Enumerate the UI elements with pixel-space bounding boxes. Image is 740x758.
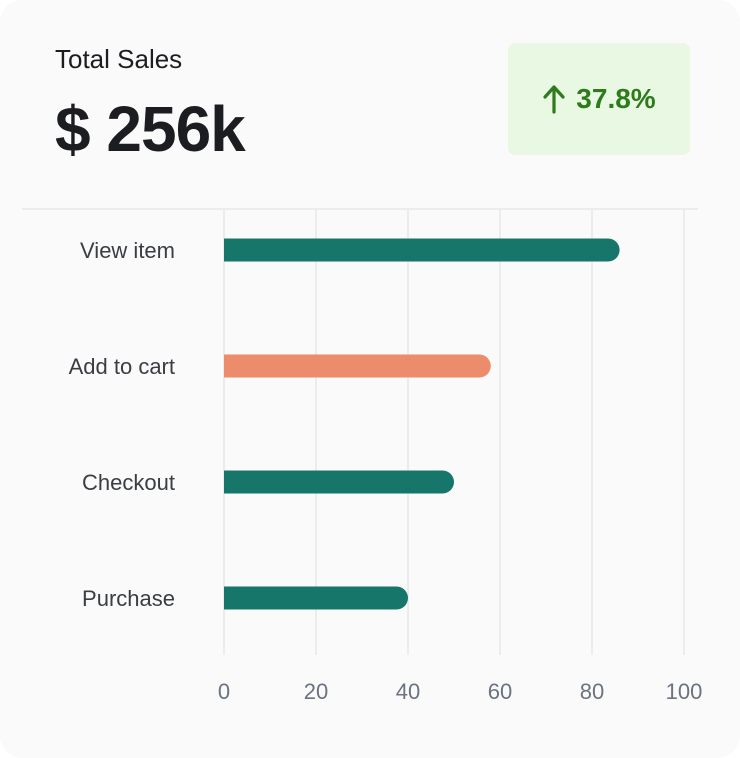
x-tick-label: 100 [666, 679, 703, 704]
growth-percent: 37.8% [576, 83, 656, 114]
x-tick-label: 60 [488, 679, 512, 704]
bar-checkout [224, 470, 454, 494]
category-label: View item [80, 238, 175, 263]
x-tick-label: 80 [580, 679, 604, 704]
bar-purchase [224, 586, 408, 610]
bar-view-item [224, 238, 620, 262]
category-label: Purchase [82, 586, 175, 611]
arrow-up-icon [542, 84, 566, 114]
category-label: Checkout [82, 470, 175, 495]
total-sales-value: $ 256k [55, 93, 246, 165]
card-title: Total Sales [55, 44, 183, 74]
x-tick-label: 0 [218, 679, 230, 704]
category-label: Add to cart [69, 354, 175, 379]
growth-badge: 37.8% [508, 43, 690, 155]
x-tick-label: 40 [396, 679, 420, 704]
x-tick-label: 20 [304, 679, 328, 704]
bar-add-to-cart [224, 354, 491, 378]
